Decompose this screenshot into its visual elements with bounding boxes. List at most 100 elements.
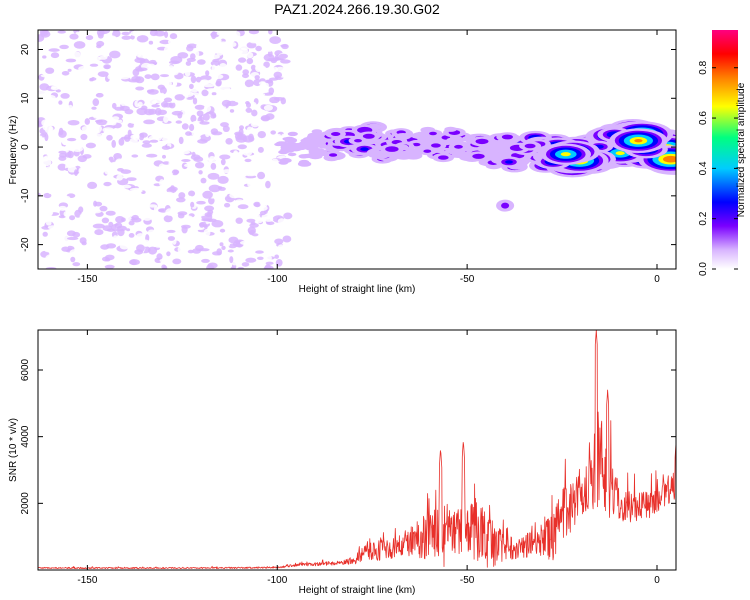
noise-speckle [48, 48, 60, 52]
noise-speckle [183, 36, 192, 42]
noise-speckle [45, 67, 55, 74]
noise-speckle [40, 74, 51, 78]
noise-speckle [266, 221, 275, 226]
noise-speckle [521, 170, 527, 175]
noise-speckle [118, 84, 129, 93]
signal-blob [446, 127, 455, 131]
noise-speckle [231, 185, 243, 191]
noise-speckle [140, 197, 149, 204]
noise-speckle [606, 112, 615, 116]
noise-speckle [319, 164, 327, 169]
noise-speckle [38, 265, 42, 269]
noise-speckle [116, 174, 123, 181]
noise-speckle [374, 166, 380, 173]
noise-speckle [197, 139, 208, 144]
noise-speckle [249, 37, 259, 44]
noise-speckle [61, 137, 69, 146]
figure-title: PAZ1.2024.266.19.30.G02 [274, 1, 440, 17]
noise-speckle [237, 50, 243, 54]
noise-speckle [141, 143, 152, 148]
noise-speckle [671, 178, 676, 182]
noise-speckle [221, 245, 226, 250]
noise-speckle [61, 71, 70, 76]
noise-speckle [190, 130, 199, 136]
spectrogram-heatmap [38, 30, 676, 269]
noise-speckle [61, 195, 71, 202]
noise-speckle [63, 211, 70, 217]
noise-speckle [117, 200, 128, 206]
noise-speckle [181, 123, 189, 130]
noise-speckle [201, 218, 214, 222]
noise-speckle [228, 236, 239, 244]
noise-speckle [151, 104, 160, 108]
noise-speckle [244, 170, 257, 177]
noise-speckle [106, 134, 113, 141]
noise-speckle [248, 133, 254, 142]
noise-speckle [198, 251, 210, 256]
x-tick-label: -150 [77, 274, 97, 285]
noise-speckle [104, 65, 110, 69]
noise-speckle [255, 45, 262, 52]
noise-speckle [119, 243, 130, 250]
noise-speckle [57, 115, 65, 120]
noise-speckle [277, 244, 285, 251]
noise-speckle [72, 262, 81, 267]
noise-speckle [267, 57, 280, 62]
noise-speckle [263, 82, 269, 89]
noise-speckle [586, 179, 594, 184]
noise-speckle [94, 229, 104, 236]
noise-speckle [308, 117, 314, 125]
noise-speckle [235, 217, 243, 224]
noise-speckle [205, 70, 210, 76]
noise-speckle [131, 75, 141, 82]
noise-speckle [172, 258, 182, 265]
noise-speckle [339, 117, 349, 124]
noise-speckle [235, 64, 243, 71]
noise-speckle [96, 147, 107, 154]
noise-speckle [227, 39, 234, 43]
noise-speckle [268, 191, 280, 195]
noise-speckle [104, 142, 113, 151]
noise-speckle [241, 262, 250, 267]
noise-speckle [81, 126, 89, 132]
noise-speckle [84, 118, 91, 125]
x-tick-label: -50 [460, 274, 475, 285]
noise-speckle [234, 252, 240, 259]
noise-speckle [200, 79, 210, 85]
noise-speckle [268, 30, 273, 35]
noise-speckle [515, 175, 521, 181]
y-tick-label: 0 [20, 144, 31, 150]
noise-speckle [153, 206, 159, 212]
noise-speckle [134, 249, 144, 255]
noise-speckle [160, 92, 165, 99]
noise-speckle [158, 208, 165, 212]
noise-speckle [184, 163, 193, 168]
noise-speckle [134, 57, 146, 63]
noise-speckle [444, 174, 451, 180]
isolated-signal-blob [501, 202, 510, 209]
signal-blob [287, 131, 298, 137]
noise-speckle [190, 201, 195, 208]
noise-speckle [244, 79, 254, 88]
signal-blob [278, 149, 289, 155]
noise-speckle [220, 122, 229, 128]
noise-speckle [171, 69, 179, 76]
noise-speckle [175, 123, 181, 131]
noise-speckle [51, 203, 59, 208]
noise-speckle [106, 228, 115, 232]
signal-blob [406, 150, 417, 155]
noise-speckle [142, 140, 151, 145]
signal-blob [663, 155, 676, 163]
noise-speckle [154, 244, 163, 248]
noise-speckle [40, 158, 52, 167]
noise-speckle [246, 52, 254, 59]
noise-speckle [127, 49, 138, 54]
noise-speckle [245, 257, 257, 263]
noise-speckle [44, 248, 52, 253]
signal-blob [306, 153, 318, 158]
noise-speckle [271, 200, 282, 207]
noise-speckle [199, 222, 205, 228]
spectrogram-frame [37, 29, 677, 270]
noise-speckle [202, 190, 213, 199]
